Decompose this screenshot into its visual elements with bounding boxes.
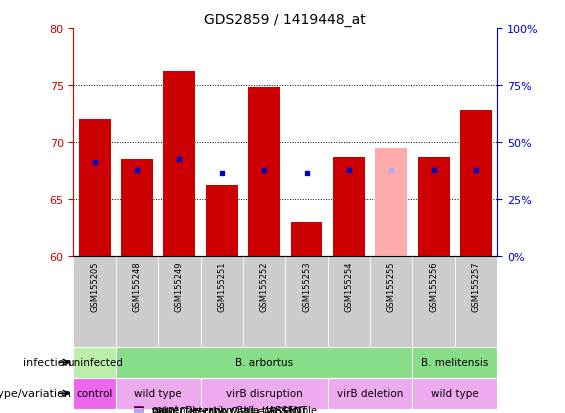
Bar [116,378,201,409]
Text: GSM155248: GSM155248 [133,261,141,311]
Text: percentile rank within the sample: percentile rank within the sample [152,405,317,413]
Text: value, Detection Call = ABSENT: value, Detection Call = ABSENT [152,406,307,413]
Bar [412,256,455,347]
Bar [412,378,497,409]
Bar [73,256,116,347]
Text: count: count [152,404,180,413]
Bar [116,347,412,378]
Bar [370,256,412,347]
Bar [73,378,116,409]
Title: GDS2859 / 1419448_at: GDS2859 / 1419448_at [205,12,366,26]
Text: virB disruption: virB disruption [226,388,302,399]
Bar [243,256,285,347]
Bar [418,157,450,256]
Text: rank, Detection Call = ABSENT: rank, Detection Call = ABSENT [152,406,302,413]
Text: GSM155254: GSM155254 [345,261,353,311]
Text: GSM155256: GSM155256 [429,261,438,311]
Text: uninfected: uninfected [67,357,123,368]
Text: infection: infection [23,357,71,368]
Bar [73,347,116,378]
Bar [333,157,365,256]
Bar [121,159,153,256]
Bar [79,120,111,256]
Text: GSM155249: GSM155249 [175,261,184,311]
Bar [116,256,158,347]
Text: GSM155253: GSM155253 [302,261,311,311]
Bar [328,378,412,409]
Text: ■: ■ [133,402,145,413]
Bar [328,256,370,347]
Bar [201,256,243,347]
Text: GSM155257: GSM155257 [472,261,480,311]
Text: virB deletion: virB deletion [337,388,403,399]
Bar [248,88,280,256]
Text: B. melitensis: B. melitensis [421,357,489,368]
Bar [375,148,407,256]
Text: ■: ■ [133,404,145,413]
Text: GSM155255: GSM155255 [387,261,396,311]
Text: control: control [76,388,113,399]
Text: GSM155205: GSM155205 [90,261,99,311]
Text: GSM155251: GSM155251 [218,261,226,311]
Bar [412,347,497,378]
Bar [163,72,195,256]
Text: ■: ■ [133,403,145,413]
Bar [206,185,238,256]
Text: ■: ■ [133,405,145,413]
Bar [455,256,497,347]
Text: genotype/variation: genotype/variation [0,388,71,399]
Text: wild type: wild type [134,388,182,399]
Bar [201,378,328,409]
Text: GSM155252: GSM155252 [260,261,268,311]
Text: B. arbortus: B. arbortus [235,357,293,368]
Text: wild type: wild type [431,388,479,399]
Bar [285,256,328,347]
Bar [290,222,323,256]
Bar [460,111,492,256]
Bar [158,256,201,347]
